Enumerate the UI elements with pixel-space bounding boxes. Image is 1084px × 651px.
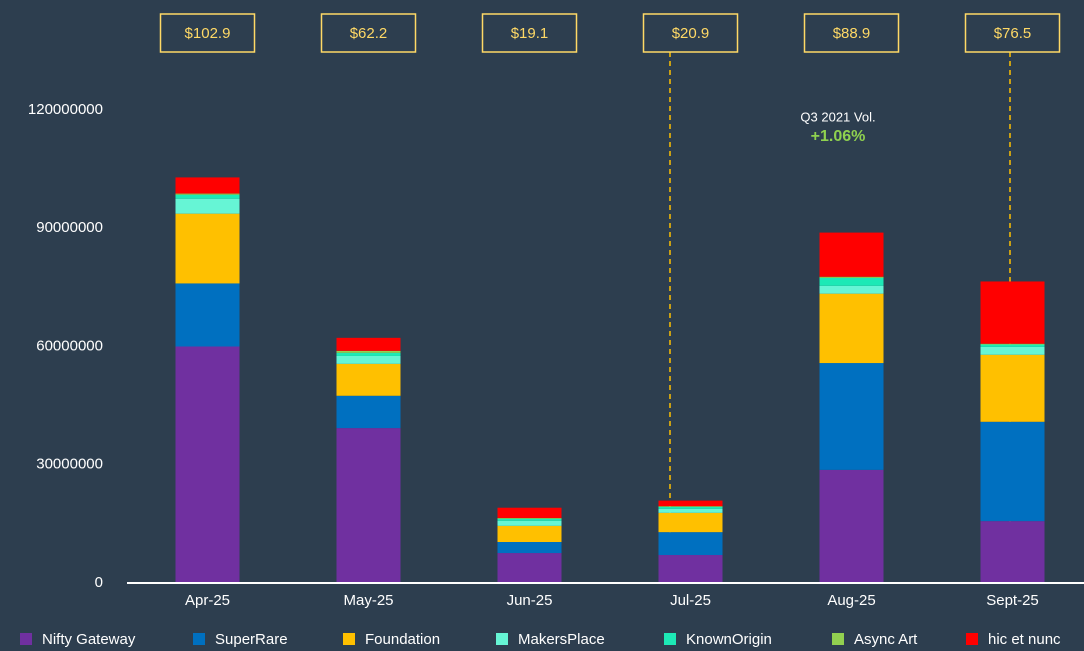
bar-segment	[819, 363, 884, 470]
bar-segment	[175, 194, 240, 199]
x-tick-label: Jul-25	[670, 592, 711, 609]
bar-segment	[175, 177, 240, 194]
total-label: $20.9	[672, 25, 710, 42]
bar-segment	[819, 276, 884, 278]
bar-segment	[819, 285, 884, 294]
x-tick-label: Sept-25	[986, 592, 1039, 609]
total-box	[964, 13, 1061, 53]
bar-segment	[980, 343, 1045, 345]
legend-swatch	[343, 633, 355, 645]
y-tick-label: 120000000	[28, 101, 103, 118]
legend-swatch	[832, 633, 844, 645]
total-label: $76.5	[994, 25, 1032, 42]
bar-segment	[497, 518, 562, 521]
legend-label: Nifty Gateway	[42, 631, 136, 648]
bar-segment	[336, 355, 401, 364]
bar-segment	[336, 350, 401, 353]
bar-segment	[980, 421, 1045, 522]
bar-segment	[175, 198, 240, 214]
total-label: $88.9	[833, 25, 871, 42]
bar-segment	[336, 363, 401, 396]
bar-segment	[175, 213, 240, 284]
bar-segment	[658, 506, 723, 509]
legend-swatch	[664, 633, 676, 645]
y-tick-label: 90000000	[36, 219, 103, 236]
bar-segment	[658, 508, 723, 513]
bar-segment	[658, 512, 723, 533]
total-box	[803, 13, 900, 53]
bar-segment	[980, 281, 1045, 344]
bar-segment	[336, 337, 401, 351]
legend-swatch	[193, 633, 205, 645]
legend-swatch	[20, 633, 32, 645]
x-tick-label: Aug-25	[827, 592, 875, 609]
legend-swatch	[966, 633, 978, 645]
bar-segment	[175, 283, 240, 347]
legend-label: hic et nunc	[988, 631, 1061, 648]
bar-segment	[658, 506, 723, 507]
bar-segment	[819, 469, 884, 583]
bar-segment	[497, 517, 562, 519]
bar-segment	[497, 507, 562, 518]
legend-label: SuperRare	[215, 631, 288, 648]
x-tick-label: Jun-25	[507, 592, 553, 609]
legend-label: Async Art	[854, 631, 918, 648]
annotation-title: Q3 2021 Vol.	[800, 109, 875, 124]
bar-segment	[497, 520, 562, 526]
total-label: $102.9	[185, 25, 231, 42]
bar-segment	[336, 352, 401, 356]
bar-segment	[497, 553, 562, 583]
bar-segment	[175, 346, 240, 583]
bar-segment	[980, 354, 1045, 422]
bar-segment	[497, 525, 562, 543]
bar-segment	[497, 542, 562, 554]
legend-swatch	[496, 633, 508, 645]
total-box	[320, 13, 417, 53]
total-box	[159, 13, 256, 53]
bar-segment	[980, 521, 1045, 583]
bar-segment	[175, 193, 240, 195]
bar-segment	[980, 346, 1045, 355]
bar-segment	[819, 277, 884, 286]
total-label: $62.2	[350, 25, 388, 42]
total-box	[642, 13, 739, 53]
bar-segment	[819, 232, 884, 277]
bar-segment	[336, 395, 401, 429]
y-tick-label: 30000000	[36, 456, 103, 473]
bar-segment	[980, 344, 1045, 347]
bar-segment	[336, 428, 401, 583]
total-box	[481, 13, 578, 53]
bar-segment	[658, 555, 723, 583]
bar-segment	[658, 500, 723, 507]
y-tick-label: 60000000	[36, 337, 103, 354]
bar-segment	[819, 293, 884, 364]
legend-label: KnownOrigin	[686, 631, 772, 648]
legend-label: MakersPlace	[518, 631, 605, 648]
y-tick-label: 0	[95, 574, 103, 591]
bar-segment	[658, 532, 723, 556]
x-tick-label: Apr-25	[185, 592, 230, 609]
total-label: $19.1	[511, 25, 549, 42]
annotation-value: +1.06%	[811, 128, 866, 145]
x-tick-label: May-25	[343, 592, 393, 609]
legend-label: Foundation	[365, 631, 440, 648]
